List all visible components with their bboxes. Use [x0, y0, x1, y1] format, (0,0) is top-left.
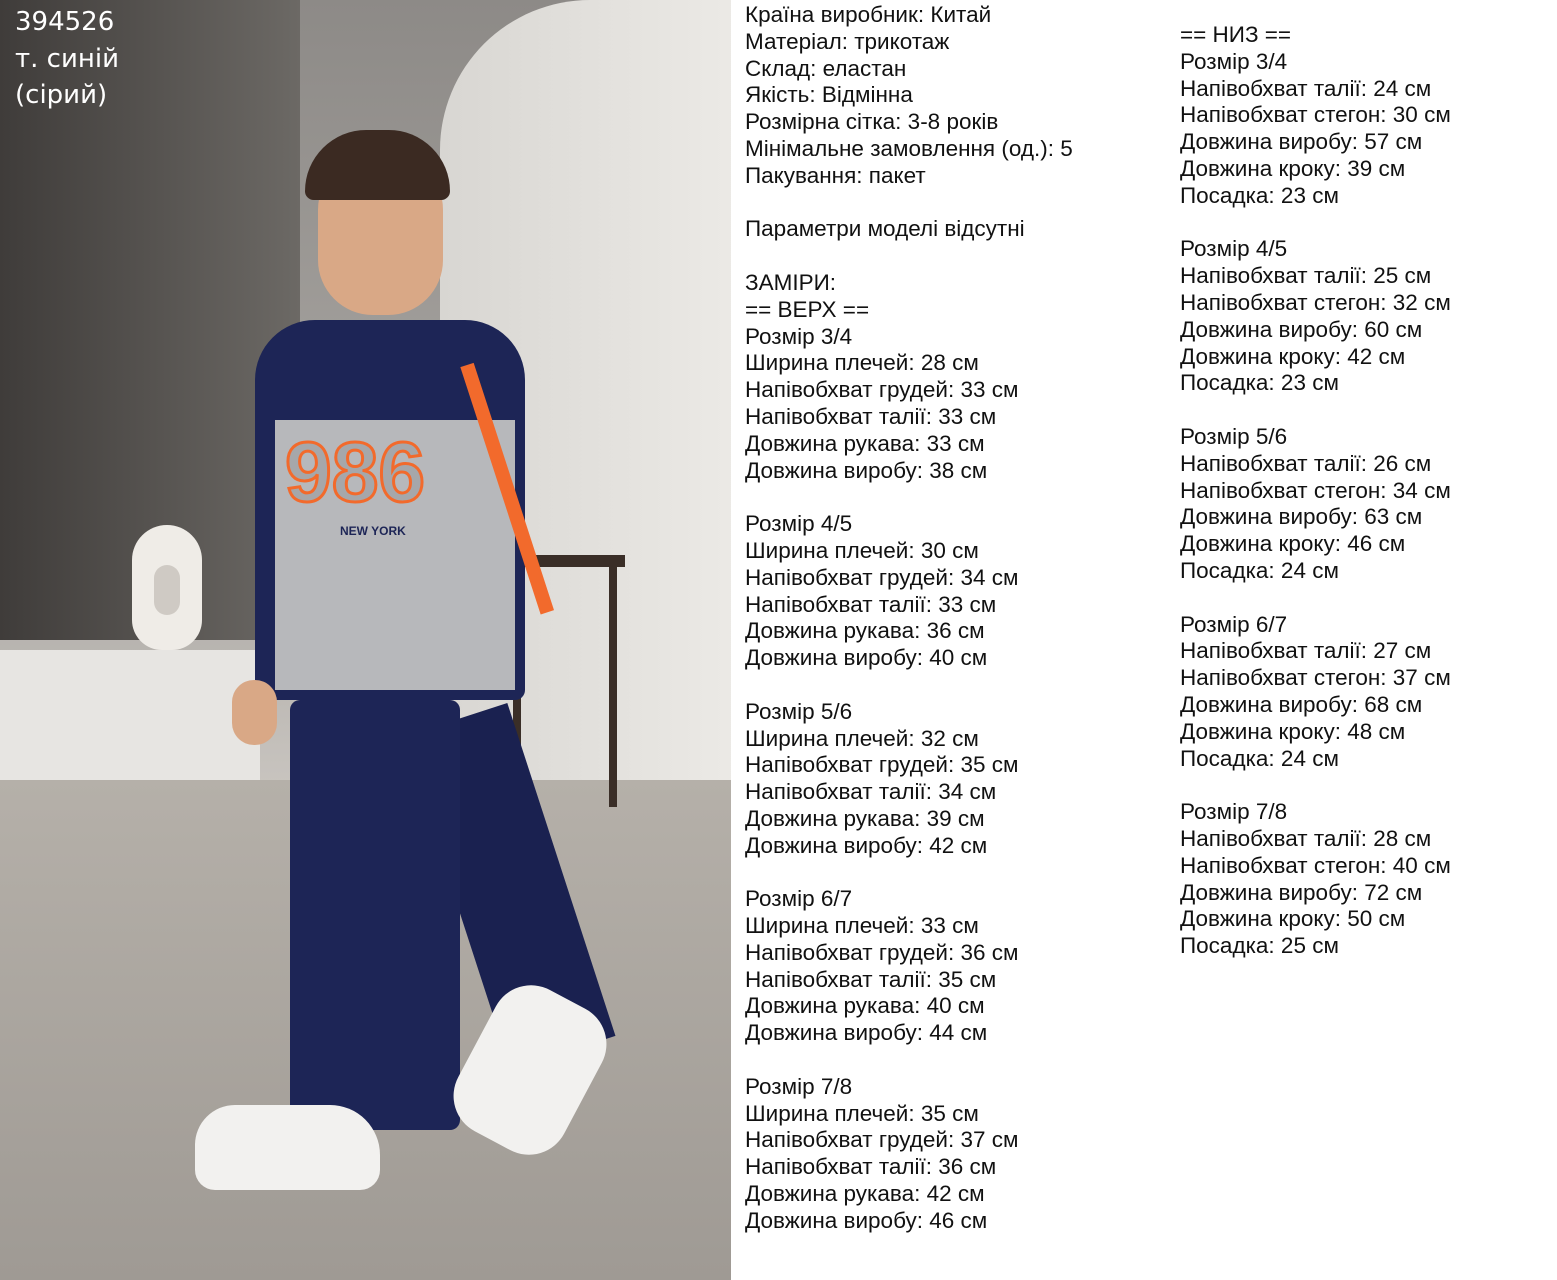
spec-line: Матеріал: трикотаж: [745, 28, 950, 54]
spec-line: Склад: еластан: [745, 55, 907, 81]
spec-line: [1180, 772, 1451, 799]
spec-line: Якість: Відмінна: [745, 82, 913, 108]
spec-line: [745, 1047, 1073, 1074]
spec-line: Напівобхват талії: 35 см: [745, 966, 997, 992]
jacket-city-print: NEW YORK: [340, 524, 406, 538]
spec-line: Напівобхват талії: 27 см: [1180, 638, 1432, 664]
spec-line: Довжина кроку: 39 см: [1180, 155, 1406, 181]
spec-line: Ширина плечей: 33 см: [745, 913, 979, 939]
spec-line: Розмір 6/7: [745, 886, 853, 912]
spec-line: Розмір 7/8: [1180, 799, 1288, 825]
spec-line: [1180, 210, 1451, 237]
pants: [290, 700, 460, 1130]
spec-line: Довжина рукава: 42 см: [745, 1181, 985, 1207]
spec-line: Довжина кроку: 46 см: [1180, 531, 1406, 557]
spec-line: Напівобхват грудей: 37 см: [745, 1127, 1019, 1153]
spec-line: Розмір 7/8: [745, 1073, 853, 1099]
spec-line: Напівобхват грудей: 36 см: [745, 939, 1019, 965]
spec-line: Напівобхват талії: 28 см: [1180, 825, 1432, 851]
spec-line: Довжина кроку: 50 см: [1180, 906, 1406, 932]
spec-line: [745, 484, 1073, 511]
spec-line: Довжина виробу: 46 см: [745, 1207, 988, 1233]
spec-line: Напівобхват грудей: 35 см: [745, 752, 1019, 778]
spec-line: Напівобхват талії: 36 см: [745, 1154, 997, 1180]
spec-line: [1180, 397, 1451, 424]
spec-line: Напівобхват талії: 25 см: [1180, 263, 1432, 289]
color-label: т. синій: [15, 44, 119, 74]
hand: [232, 680, 277, 745]
spec-line: Напівобхват талії: 33 см: [745, 591, 997, 617]
spec-line: Довжина виробу: 57 см: [1180, 129, 1423, 155]
spec-line: == НИЗ ==: [1180, 22, 1292, 47]
spec-line: [745, 672, 1073, 699]
spec-line: Довжина виробу: 68 см: [1180, 691, 1423, 717]
jacket-grey-panel: [275, 420, 515, 690]
spec-line: Напівобхват грудей: 34 см: [745, 564, 1019, 590]
specs-top-column: Країна виробник: Китай Матеріал: трикотаж…: [745, 2, 1073, 1235]
spec-line: Посадка: 25 см: [1180, 933, 1339, 959]
spec-line: Розмірна сітка: 3-8 років: [745, 109, 999, 135]
spec-line: Напівобхват стегон: 34 см: [1180, 477, 1451, 503]
article-number: 394526: [15, 7, 115, 37]
spec-line: [745, 860, 1073, 887]
spec-line: ЗАМІРИ:: [745, 269, 837, 295]
spec-line: Розмір 6/7: [1180, 611, 1288, 637]
spec-line: Довжина виробу: 60 см: [1180, 316, 1423, 342]
spec-line: Ширина плечей: 32 см: [745, 725, 979, 751]
spec-line: Розмір 3/4: [1180, 48, 1288, 74]
spec-line: Посадка: 24 см: [1180, 745, 1339, 771]
spec-line: Мінімальне замовлення (од.): 5: [745, 135, 1073, 161]
spec-line: Напівобхват стегон: 30 см: [1180, 102, 1451, 128]
vase: [132, 525, 202, 650]
spec-line: Довжина виробу: 38 см: [745, 457, 988, 483]
spec-line: == ВЕРХ ==: [745, 296, 870, 322]
spec-line: Довжина рукава: 33 см: [745, 430, 985, 456]
shelf: [0, 650, 260, 780]
spec-line: Довжина рукава: 36 см: [745, 618, 985, 644]
product-photo: 986 NEW YORK 394526 т. синій (сірий): [0, 0, 731, 1280]
spec-line: Напівобхват стегон: 32 см: [1180, 289, 1451, 315]
spec-line: [745, 243, 1073, 270]
spec-line: Посадка: 24 см: [1180, 557, 1339, 583]
spec-line: Напівобхват грудей: 33 см: [745, 377, 1019, 403]
spec-line: Довжина виробу: 72 см: [1180, 879, 1423, 905]
color-alt-label: (сірий): [15, 80, 108, 110]
spec-line: Напівобхват стегон: 40 см: [1180, 852, 1451, 878]
spec-line: [745, 190, 1073, 217]
spec-line: Довжина виробу: 63 см: [1180, 504, 1423, 530]
spec-line: Ширина плечей: 30 см: [745, 537, 979, 563]
spec-line: Ширина плечей: 28 см: [745, 350, 979, 376]
spec-line: Напівобхват талії: 26 см: [1180, 450, 1432, 476]
spec-line: Довжина виробу: 44 см: [745, 1020, 988, 1046]
spec-line: Довжина кроку: 42 см: [1180, 343, 1406, 369]
spec-line: Довжина виробу: 40 см: [745, 645, 988, 671]
spec-line: Довжина рукава: 40 см: [745, 993, 985, 1019]
spec-line: Ширина плечей: 35 см: [745, 1100, 979, 1126]
spec-line: Розмір 4/5: [1180, 236, 1288, 262]
spec-line: Параметри моделі відсутні: [745, 216, 1025, 242]
spec-line: Довжина рукава: 39 см: [745, 805, 985, 831]
spec-line: Розмір 3/4: [745, 323, 853, 349]
shoe-front: [195, 1105, 380, 1190]
spec-line: Розмір 5/6: [745, 698, 853, 724]
spec-line: Напівобхват талії: 34 см: [745, 779, 997, 805]
spec-line: Напівобхват стегон: 37 см: [1180, 665, 1451, 691]
spec-line: Країна виробник: Китай: [745, 2, 992, 27]
spec-line: Посадка: 23 см: [1180, 182, 1339, 208]
spec-line: Довжина кроку: 48 см: [1180, 718, 1406, 744]
spec-line: Посадка: 23 см: [1180, 370, 1339, 396]
jacket-number-print: 986: [283, 425, 426, 519]
spec-line: Напівобхват талії: 24 см: [1180, 75, 1432, 101]
spec-line: Розмір 5/6: [1180, 423, 1288, 449]
spec-line: Напівобхват талії: 33 см: [745, 403, 997, 429]
specs-bottom-column: == НИЗ == Розмір 3/4 Напівобхват талії: 24…: [1180, 22, 1451, 960]
spec-line: [1180, 585, 1451, 612]
spec-line: Пакування: пакет: [745, 162, 926, 188]
model-hair: [305, 130, 450, 200]
spec-line: Довжина виробу: 42 см: [745, 832, 988, 858]
spec-line: Розмір 4/5: [745, 511, 853, 537]
